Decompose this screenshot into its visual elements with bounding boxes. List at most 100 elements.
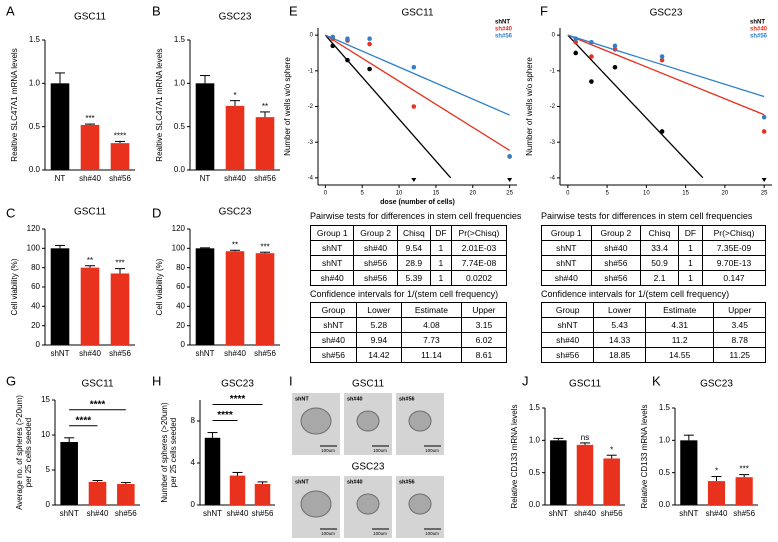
data-point: [367, 41, 372, 47]
table-cell: 9.94: [355, 332, 402, 348]
table-cell: 14.55: [644, 347, 715, 363]
sphere: [300, 407, 332, 435]
image-label: sh#56: [399, 396, 415, 402]
y-tick-label: -4: [550, 175, 556, 181]
data-point: [659, 54, 665, 59]
table-cell: sh#56: [353, 255, 398, 271]
chart-title: GSC23: [219, 12, 252, 23]
bar: [110, 143, 130, 170]
table-cell: 1: [429, 270, 452, 286]
header-cell: Chisq: [396, 225, 431, 241]
table-cell: sh#56: [353, 270, 398, 286]
y-tick-label: 0.5: [174, 122, 186, 131]
significance: ***: [260, 242, 269, 251]
x-tick-label: sh#56: [254, 174, 276, 183]
table-header-row: Group 1 Group 2 Chisq DF Pr(>Chisq): [541, 225, 766, 241]
table-row: sh#40 9.94 7.73 6.02: [310, 332, 508, 348]
data-point: [573, 39, 579, 45]
sphere: [300, 490, 332, 518]
x-tick-label: NT: [55, 174, 66, 183]
table-cell: 18.85: [593, 347, 646, 363]
significance: **: [232, 240, 238, 249]
y-axis-label: Number of spheres (>20um): [160, 402, 169, 503]
header-cell: Group 2: [353, 225, 398, 241]
table-cell: sh#40: [309, 270, 355, 286]
bar: [80, 124, 100, 170]
y-tick-label: 5: [46, 465, 51, 474]
table-cell: 7.73: [400, 332, 462, 348]
y-tick-label: 0: [181, 340, 186, 349]
sphere: [356, 493, 380, 515]
data-point: [573, 36, 579, 42]
data-point: [411, 64, 417, 70]
y-axis-label: Cell viability (%): [10, 258, 19, 315]
table-row: shNT sh#56 50.9 1 9.70E-13: [541, 255, 766, 271]
bar: [195, 83, 215, 170]
y-tick-label: 4: [191, 458, 196, 467]
x-tick-label: sh#56: [252, 509, 274, 518]
image-label: sh#56: [399, 479, 415, 485]
data-point: [612, 43, 618, 49]
x-tick-label: sh#40: [79, 174, 101, 183]
y-tick-label: 0: [552, 33, 556, 39]
legend-entry: shNT: [750, 20, 765, 26]
comparison-label: ****: [76, 415, 92, 426]
table-cell: 11.2: [644, 332, 715, 348]
fit-line: [567, 34, 704, 179]
dropout-marker: [411, 178, 417, 182]
header-cell: Lower: [593, 302, 646, 318]
data-point: [659, 57, 665, 63]
x-tick-label: 10: [396, 191, 403, 197]
x-tick-label: sh#56: [601, 509, 623, 518]
panel-letter: F: [540, 3, 548, 18]
fit-line: [325, 34, 510, 151]
table-title: Pairwise tests for differences in stem c…: [310, 211, 522, 221]
comparison-label: ****: [90, 399, 106, 410]
y-tick-label: 1.0: [29, 78, 41, 87]
data-point: [411, 104, 417, 109]
table-row: shNT sh#40 33.4 1 7.35E-09: [541, 240, 766, 256]
chart-title: GSC11: [81, 379, 113, 390]
y-axis-label: Number of wells w/o sphere: [525, 57, 534, 156]
y-tick-label: -3: [308, 140, 314, 146]
data-point: [659, 129, 665, 134]
bar: [255, 117, 275, 170]
table-cell: 33.4: [640, 240, 679, 256]
x-tick-label: sh#56: [254, 349, 276, 358]
x-tick-label: sh#40: [574, 509, 596, 518]
image-label: shNT: [295, 396, 309, 402]
table-cell: 0.0202: [450, 270, 508, 286]
x-tick-label: sh#40: [87, 509, 109, 518]
table-cell: 0.147: [702, 270, 766, 286]
x-tick-label: sh#40: [224, 349, 246, 358]
table-cell: 11.14: [400, 347, 462, 363]
table-row: sh#56 14.42 11.14 8.61: [310, 347, 508, 363]
table-cell: 8.78: [713, 332, 766, 348]
table-cell: sh#56: [540, 347, 595, 363]
y-tick-label: 40: [176, 301, 185, 310]
image-label: sh#40: [347, 396, 363, 402]
y-tick-label: 20: [31, 321, 40, 330]
y-tick-label: 1.5: [529, 403, 541, 412]
table-cell: 1: [677, 255, 704, 271]
header-cell: DF: [429, 225, 452, 241]
y-tick-label: -4: [308, 175, 314, 181]
scale-label: 100um: [425, 531, 439, 536]
significance: ***: [739, 465, 748, 474]
y-tick-label: 0.5: [529, 468, 541, 477]
y-axis-label: per 25 cells seeded: [169, 418, 178, 487]
x-tick-label: shNT: [50, 349, 69, 358]
y-tick-label: 0: [46, 500, 51, 509]
table-row: shNT 5.43 4.31 3.45: [540, 317, 766, 333]
table-cell: 14.33: [593, 332, 646, 348]
data-point: [345, 57, 350, 63]
header-cell: Group 1: [309, 225, 355, 241]
stats-table: Group 1 Group 2 Chisq DF Pr(>Chisq) shNT sh#40…: [541, 225, 766, 286]
x-tick-label: sh#56: [109, 174, 131, 183]
table-row: sh#40 14.33 11.2 8.78: [540, 332, 766, 348]
y-tick-label: 60: [176, 282, 185, 291]
x-tick-label: 25: [761, 191, 768, 197]
table-cell: 1: [429, 240, 452, 256]
dropout-marker: [761, 178, 767, 182]
